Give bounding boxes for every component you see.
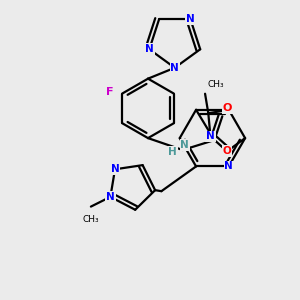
- Text: O: O: [223, 103, 232, 113]
- Text: N: N: [170, 63, 179, 73]
- Text: H: H: [168, 147, 177, 157]
- Text: O: O: [223, 146, 231, 156]
- Text: N: N: [111, 164, 119, 174]
- Text: N: N: [224, 161, 233, 171]
- Text: N: N: [106, 192, 115, 202]
- Text: F: F: [106, 86, 113, 97]
- Text: N: N: [206, 131, 215, 142]
- Text: N: N: [145, 44, 154, 54]
- Text: N: N: [180, 140, 189, 150]
- Text: CH₃: CH₃: [207, 80, 224, 89]
- Text: N: N: [186, 14, 195, 24]
- Text: CH₃: CH₃: [82, 214, 99, 224]
